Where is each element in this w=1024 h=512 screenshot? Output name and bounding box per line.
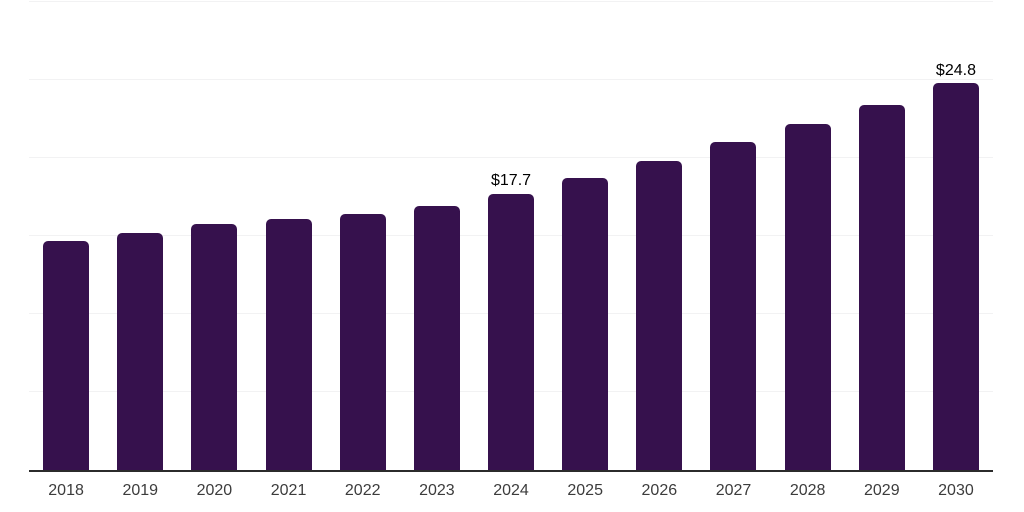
x-axis-tick-label: 2018 — [48, 482, 84, 499]
bar-slot — [548, 2, 622, 470]
bar-2029 — [858, 104, 905, 470]
x-axis-tick-label: 2019 — [122, 482, 159, 499]
bar-2028 — [784, 123, 831, 470]
bar-slot — [622, 2, 696, 470]
bar-value-label: $24.8 — [935, 61, 976, 79]
x-axis-tick-label: 2023 — [419, 482, 455, 499]
x-axis-tick-label: 2026 — [641, 482, 678, 499]
bar-slot: $24.8 — [919, 2, 993, 470]
x-axis-tick-label: 2030 — [938, 482, 974, 499]
bar-slot — [177, 2, 251, 470]
bar-slot — [103, 2, 177, 470]
x-axis-tick-label: 2022 — [344, 482, 381, 499]
x-axis-tick-label: 2024 — [493, 482, 529, 499]
bar-2021 — [265, 218, 312, 470]
gridline — [29, 79, 993, 80]
plot-area: $17.7 $24.8 — [29, 1, 993, 472]
x-axis-labels: 2018 2019 2020 2021 2022 2023 2024 2025 … — [29, 481, 993, 500]
bar-slot — [400, 2, 474, 470]
bars-container: $17.7 $24.8 — [29, 2, 993, 470]
bar-2018 — [43, 240, 90, 470]
x-axis-tick-label: 2027 — [715, 482, 752, 499]
x-axis-tick-label: 2025 — [567, 482, 603, 499]
bar-2025 — [562, 178, 609, 470]
bar-2024: $17.7 — [488, 172, 535, 470]
gridline — [29, 1, 993, 2]
bar-slot: $17.7 — [474, 2, 548, 470]
gridline — [29, 157, 993, 159]
bar-slot — [845, 2, 919, 470]
bar-slot — [251, 2, 325, 470]
x-axis-tick-label: 2021 — [270, 482, 307, 499]
bar-2019 — [117, 232, 164, 470]
bar-2020 — [191, 223, 238, 470]
bar-2026 — [636, 161, 683, 470]
bar-2023 — [413, 206, 460, 470]
bar-2022 — [339, 214, 386, 470]
x-axis-tick-label: 2028 — [789, 482, 826, 499]
bar-slot — [771, 2, 845, 470]
bar-2030: $24.8 — [932, 62, 979, 470]
x-axis-tick-label: 2020 — [196, 482, 233, 499]
bar-2027 — [710, 142, 757, 470]
bar-slot — [29, 2, 103, 470]
x-axis-tick-label: 2029 — [864, 482, 900, 499]
bar-slot — [696, 2, 770, 470]
bar-value-label: $17.7 — [490, 172, 532, 190]
bar-slot — [326, 2, 400, 470]
